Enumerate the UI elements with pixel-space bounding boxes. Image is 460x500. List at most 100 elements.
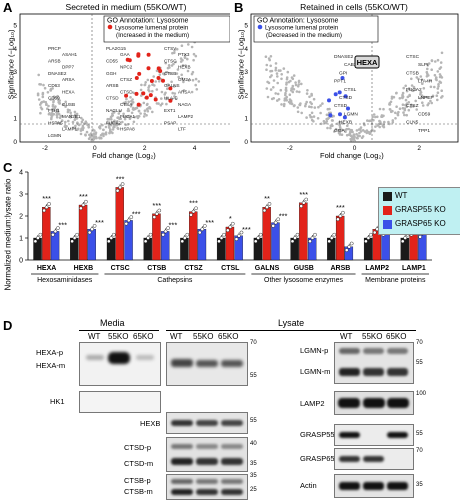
blot-label-ctsb-m: CTSB-m — [124, 487, 153, 496]
protein-point — [108, 129, 112, 133]
panel-a-ytick: 3 — [13, 69, 17, 76]
protein-point — [106, 117, 109, 121]
protein-point — [126, 123, 130, 126]
protein-point — [142, 101, 146, 105]
protein-point — [440, 89, 444, 92]
lysate-header: Lysate — [278, 318, 305, 328]
replicate-point — [87, 230, 92, 235]
protein-point — [180, 73, 183, 77]
panel-c-groups: Hexosaminidases Cathepsins Other lysosome … — [31, 273, 429, 284]
blot-label-ctsb-p: CTSB-p — [124, 476, 151, 485]
protein-point — [36, 93, 40, 97]
lysosome-point — [141, 91, 146, 96]
significance-mark: *** — [42, 194, 51, 203]
panel-c-ytick: 0 — [19, 258, 23, 265]
lysosome-point — [136, 52, 141, 57]
replicate-point — [301, 201, 306, 205]
panel-a-gene-label: ARSB — [48, 58, 61, 63]
panel-a-gene-label: EXT1 — [164, 108, 176, 113]
lysosome-point — [156, 76, 161, 80]
protein-point — [157, 80, 161, 83]
blot-lysate-ctsd — [166, 437, 248, 472]
panel-b-gene-label: DNASE2 — [334, 54, 354, 60]
protein-point — [61, 103, 65, 107]
protein-point — [378, 119, 381, 123]
protein-point — [440, 51, 444, 55]
protein-point — [328, 107, 331, 111]
protein-point — [129, 104, 133, 108]
protein-point — [98, 126, 102, 130]
panel-a-gene-label: PLA2G15 — [106, 46, 126, 51]
blot-lysate-hexb — [166, 412, 248, 434]
protein-point — [135, 106, 139, 110]
group-label: Cathepsins — [157, 277, 193, 284]
protein-point — [403, 107, 407, 110]
protein-point — [117, 112, 121, 115]
protein-point — [272, 97, 276, 100]
protein-point — [56, 112, 59, 115]
protein-point — [52, 95, 56, 98]
replicate-point — [295, 232, 300, 237]
replicate-point — [336, 217, 340, 222]
replicate-point — [276, 217, 281, 222]
panel-a-gene-labels: PRCP PLA2G15 CTSV ASAH1 GAA PTX3 ARSB CD55 CTSC D… — [48, 46, 194, 138]
replicate-point — [115, 188, 120, 193]
lysosome-point — [346, 106, 350, 111]
protein-point — [90, 135, 94, 138]
protein-point — [175, 72, 179, 75]
panel-a-legend-box — [103, 15, 230, 43]
protein-point — [161, 72, 165, 75]
protein-point — [274, 66, 278, 70]
protein-point — [421, 104, 425, 107]
category-label-hexa: HEXA — [37, 265, 56, 272]
replicate-point — [127, 218, 131, 223]
protein-point — [300, 82, 303, 86]
lysosome-point — [168, 98, 173, 103]
protein-point — [151, 110, 154, 114]
legend-label-grasp65: GRASP65 KO — [395, 219, 446, 228]
panel-a-frame — [19, 13, 230, 143]
protein-point — [395, 105, 398, 108]
blot-label-ctsd-p: CTSD-p — [124, 443, 152, 452]
panel-a-gene-label: CTSV — [164, 46, 177, 51]
panel-a-gene-label: HEXB — [178, 65, 191, 70]
blot-lysate-actin — [334, 474, 414, 498]
protein-point — [403, 113, 406, 117]
protein-point — [355, 136, 359, 140]
lysosome-point — [342, 115, 347, 120]
protein-point — [436, 91, 440, 94]
significance-mark: *** — [336, 203, 345, 212]
legend-swatch-grasp55 — [383, 206, 392, 215]
panel-a-gene-label: FUCA2 — [106, 120, 122, 125]
protein-point — [266, 95, 270, 99]
protein-point — [352, 133, 356, 136]
panel-a-gene-label: NAGLU — [106, 108, 122, 113]
protein-point — [272, 86, 275, 89]
protein-point — [282, 67, 286, 70]
significance-mark: *** — [169, 220, 178, 229]
significance-mark: *** — [58, 220, 67, 229]
protein-point — [435, 94, 439, 97]
protein-point — [130, 99, 133, 103]
replicate-point — [237, 234, 241, 238]
protein-point — [186, 57, 189, 61]
protein-point — [98, 136, 101, 139]
mw-ctsb-25: 25 — [250, 487, 257, 493]
protein-point — [88, 133, 91, 137]
protein-point — [378, 107, 382, 111]
protein-point — [142, 115, 146, 118]
protein-point — [145, 114, 148, 117]
panel-b-legend-item: Lysosome lumenal protein — [265, 25, 339, 32]
protein-point — [411, 89, 414, 92]
protein-point — [317, 105, 320, 109]
replicate-point — [372, 230, 377, 235]
protein-point — [58, 102, 61, 105]
protein-point — [439, 81, 443, 84]
replicate-point — [90, 227, 94, 231]
protein-point — [321, 102, 324, 105]
replicate-point — [47, 202, 51, 206]
protein-point — [344, 128, 347, 132]
protein-point — [365, 129, 369, 132]
panel-b-gene-label: CTSC — [406, 54, 420, 60]
significance-mark: *** — [189, 199, 198, 208]
